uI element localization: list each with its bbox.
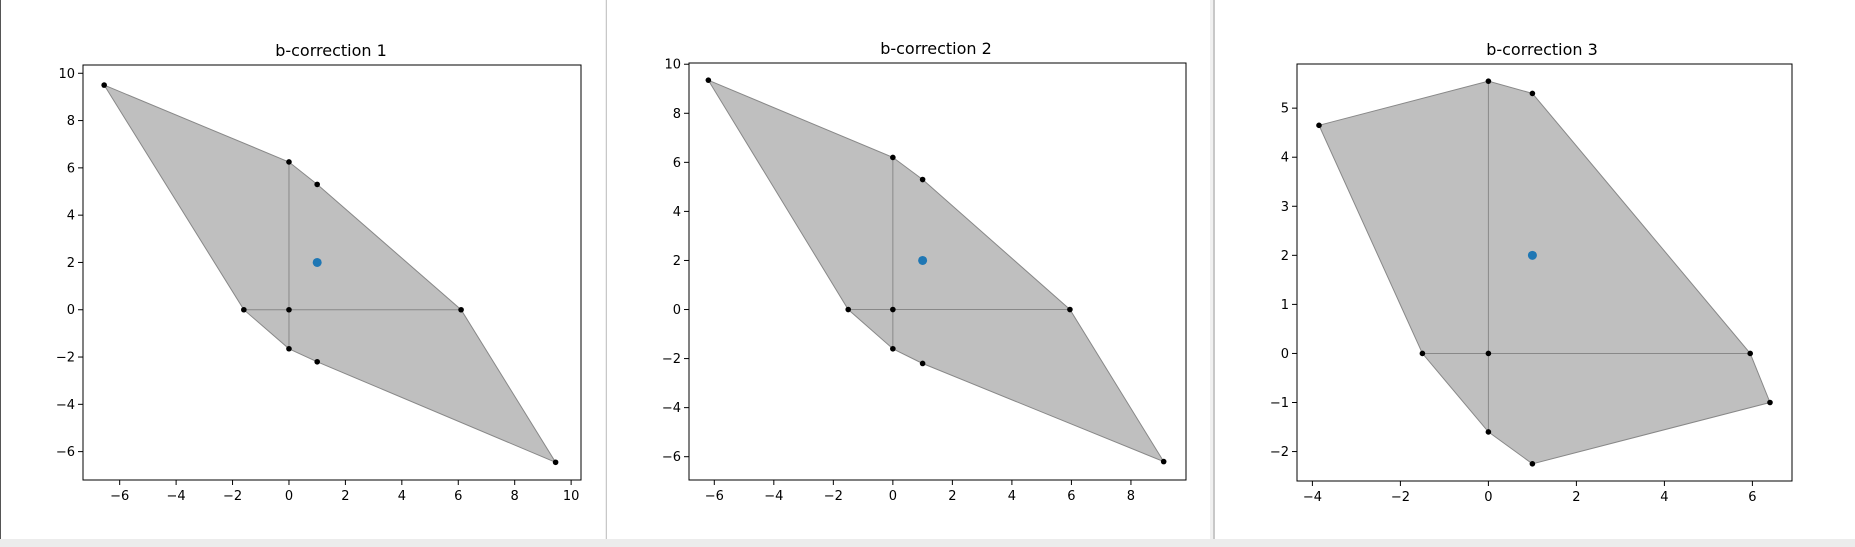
y-tick-label: 4 xyxy=(67,209,75,224)
vertex-point xyxy=(890,154,896,161)
y-tick-label: −1 xyxy=(1270,396,1289,411)
x-tick-label: 8 xyxy=(1127,489,1135,504)
x-tick-label: −4 xyxy=(167,489,186,504)
y-tick-label: 4 xyxy=(1281,151,1289,166)
x-tick-label: 8 xyxy=(511,489,519,504)
x-tick-label: 4 xyxy=(398,489,406,504)
region-polygon xyxy=(707,79,1165,463)
x-tick-label: 0 xyxy=(1484,490,1492,505)
vertex-point xyxy=(919,360,926,367)
chart-1-svg: b-correction 1 −6 −4 −2 0 2 4 6 8 10 −6 −4 −2 0 2 4 6 8 1… xyxy=(56,41,582,504)
chart-2-title: b-correction 2 xyxy=(880,39,992,58)
y-tick-label: 2 xyxy=(67,256,75,271)
vertex-point xyxy=(1485,350,1492,357)
vertex-point xyxy=(1747,350,1753,357)
region-polygon xyxy=(1318,80,1771,465)
y-tick-label: 8 xyxy=(67,114,75,129)
center-point xyxy=(312,257,322,267)
vertex-point xyxy=(1529,461,1536,467)
y-tick-label: 3 xyxy=(1281,200,1289,215)
y-tick-label: 5 xyxy=(1281,102,1289,117)
plot-frame xyxy=(688,62,1187,481)
vertex-point xyxy=(241,306,247,313)
y-tick-label: −4 xyxy=(56,398,75,413)
x-tick-label: 0 xyxy=(889,489,897,504)
vertex-point xyxy=(1485,78,1492,84)
vertex-point xyxy=(552,459,559,466)
x-tick-label: 0 xyxy=(285,489,293,504)
chart-3-title: b-correction 3 xyxy=(1486,40,1598,59)
y-tick-label: −6 xyxy=(56,445,75,460)
y-tick-label: −2 xyxy=(1270,445,1289,460)
vertex-point xyxy=(890,345,896,352)
vertex-point xyxy=(314,181,320,188)
x-tick-label: 6 xyxy=(1067,489,1075,504)
y-tick-label: 0 xyxy=(67,303,75,318)
y-tick-label: −2 xyxy=(662,352,681,367)
x-tick-label: −6 xyxy=(705,489,724,504)
x-tick-label: 2 xyxy=(341,489,349,504)
plot-frame xyxy=(1296,63,1793,482)
chart-2-svg: b-correction 2 −6 −4 −2 0 2 4 6 8 −6 −4 −2 0 2 4 6 8 10 xyxy=(662,39,1187,504)
vertex-point xyxy=(1067,306,1073,313)
y-tick-label: 2 xyxy=(673,254,681,269)
x-tick-label: 2 xyxy=(1572,490,1580,505)
x-tick-label: 10 xyxy=(563,489,580,504)
vertex-point xyxy=(705,77,712,83)
vertex-point xyxy=(286,159,292,165)
x-tick-label: −2 xyxy=(824,489,843,504)
region-polygon xyxy=(102,84,557,464)
x-tick-label: −6 xyxy=(110,489,129,504)
chart-1-title: b-correction 1 xyxy=(275,41,387,60)
y-tick-label: −2 xyxy=(56,351,75,366)
vertex-point xyxy=(314,358,320,365)
vertex-point xyxy=(845,306,852,313)
vertex-point xyxy=(1160,458,1167,465)
chart-3-svg: b-correction 3 −4 −2 0 2 4 6 −2 −1 0 1 2 3 4 5 xyxy=(1270,40,1793,505)
y-tick-label: 4 xyxy=(673,205,681,220)
y-tick-label: 2 xyxy=(1281,249,1289,264)
chart-panel-3: b-correction 3 −4 −2 0 2 4 6 −2 −1 0 1 2 3 4 5 xyxy=(1213,0,1855,547)
x-tick-label: 6 xyxy=(1748,490,1756,505)
y-tick-label: 10 xyxy=(664,58,681,73)
center-point xyxy=(918,255,928,265)
x-tick-label: 2 xyxy=(948,489,956,504)
x-tick-label: 6 xyxy=(454,489,462,504)
x-tick-label: 4 xyxy=(1660,490,1668,505)
window-bottom-strip xyxy=(0,539,1855,547)
plot-frame xyxy=(82,64,582,481)
center-point xyxy=(1527,250,1537,260)
y-tick-label: 6 xyxy=(673,156,681,171)
vertex-point xyxy=(1485,429,1492,435)
y-tick-label: 0 xyxy=(673,303,681,318)
x-tick-label: −4 xyxy=(1303,490,1322,505)
y-tick-label: 10 xyxy=(58,67,75,82)
vertex-point xyxy=(286,345,292,352)
vertex-point xyxy=(286,306,292,313)
vertex-point xyxy=(101,82,107,88)
vertex-point xyxy=(1529,90,1536,97)
x-tick-label: −2 xyxy=(223,489,242,504)
vertex-point xyxy=(1419,350,1426,357)
x-tick-label: −2 xyxy=(1391,490,1410,505)
x-tick-label: −4 xyxy=(764,489,783,504)
y-tick-label: 6 xyxy=(67,161,75,176)
y-tick-label: 0 xyxy=(1281,347,1289,362)
vertex-point xyxy=(458,306,464,313)
chart-panel-2: b-correction 2 −6 −4 −2 0 2 4 6 8 −6 −4 −2 0 2 4 6 8 10 xyxy=(606,0,1210,547)
y-tick-label: 8 xyxy=(673,107,681,122)
vertex-point xyxy=(890,306,896,313)
y-tick-label: −6 xyxy=(662,450,681,465)
chart-panel-1: b-correction 1 −6 −4 −2 0 2 4 6 8 10 −6 −4 −2 0 2 4 6 8 1… xyxy=(0,0,605,547)
vertex-point xyxy=(919,176,926,183)
y-tick-label: 1 xyxy=(1281,298,1289,313)
y-tick-label: −4 xyxy=(662,401,681,416)
x-tick-label: 4 xyxy=(1008,489,1016,504)
vertex-point xyxy=(1316,122,1322,129)
vertex-point xyxy=(1767,399,1773,406)
